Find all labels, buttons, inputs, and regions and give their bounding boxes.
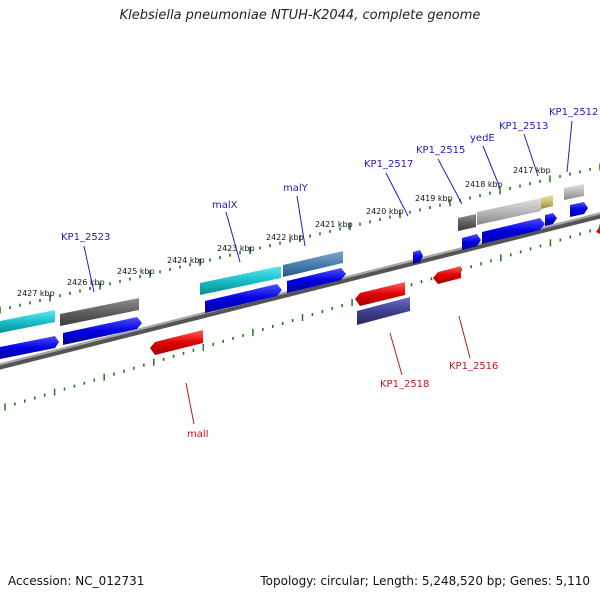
scale-label: 2427 kbp xyxy=(17,289,55,298)
scale-label: 2422 kbp xyxy=(266,233,304,242)
gene-label-kp1-2515[interactable]: KP1_2515 xyxy=(416,145,465,156)
cds-forward-track xyxy=(0,202,588,359)
gene-label-kp1-2518[interactable]: KP1_2518 xyxy=(380,379,429,390)
gene-label-kp1-2523[interactable]: KP1_2523 xyxy=(61,232,110,243)
scale-label: 2421 kbp xyxy=(315,220,353,229)
gene-label-mali[interactable]: malI xyxy=(187,429,209,440)
gene-label-yede[interactable]: yedE xyxy=(470,133,495,144)
cog-bars-forward xyxy=(0,184,584,333)
genome-summary-text: Topology: circular; Length: 5,248,520 bp… xyxy=(260,574,590,588)
scale-ticks-upper xyxy=(0,163,600,314)
gene-label-maly[interactable]: malY xyxy=(283,183,309,194)
scale-label: 2426 kbp xyxy=(67,278,105,287)
gene-label-malx[interactable]: malX xyxy=(212,200,238,211)
scale-label: 2420 kbp xyxy=(366,207,404,216)
map-title: Klebsiella pneumoniae NTUH-K2044, comple… xyxy=(119,8,481,23)
gene-label-kp1-2517[interactable]: KP1_2517 xyxy=(364,159,413,170)
label-leaders xyxy=(83,120,573,425)
gene-label-kp1-2513[interactable]: KP1_2513 xyxy=(499,121,548,132)
scale-label: 2418 kbp xyxy=(465,180,503,189)
scale-label: 2419 kbp xyxy=(415,194,453,203)
scale-label: 2425 kbp xyxy=(117,267,155,276)
offscreen-cds-arrow xyxy=(596,226,600,234)
cog-bars-reverse xyxy=(357,297,410,325)
accession-text: Accession: NC_012731 xyxy=(8,574,145,588)
scale-label: 2424 kbp xyxy=(167,256,205,265)
gene-label-kp1-2516[interactable]: KP1_2516 xyxy=(449,361,498,372)
gene-label-kp1-2512[interactable]: KP1_2512 xyxy=(549,107,598,118)
scale-label: 2417 kbp xyxy=(513,166,551,175)
cds-reverse-track xyxy=(150,266,461,355)
